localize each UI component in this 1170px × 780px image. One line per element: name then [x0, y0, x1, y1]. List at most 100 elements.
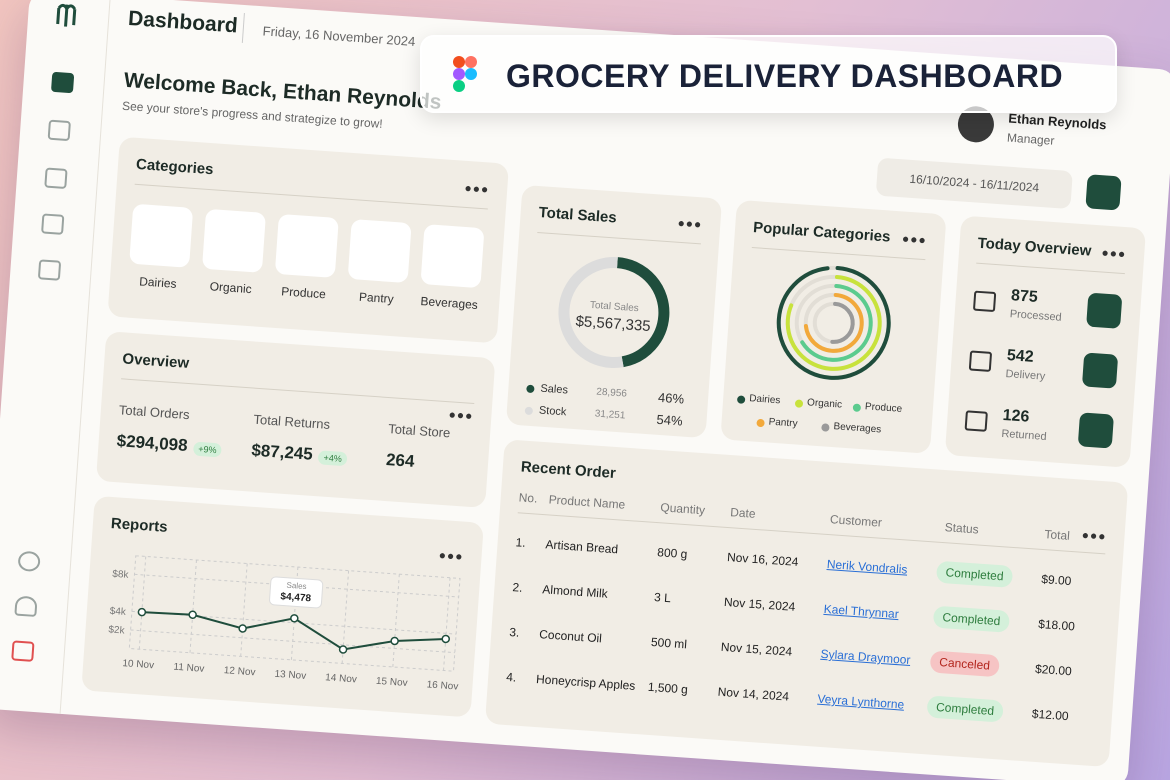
tooltip [269, 576, 324, 609]
today-button[interactable] [1086, 292, 1123, 329]
cell: $20.00 [1034, 661, 1073, 679]
x-tick-label: 11 Nov [173, 662, 205, 675]
today-button[interactable] [1077, 412, 1115, 449]
date-range[interactable]: 16/10/2024 - 16/11/2024 [875, 157, 1073, 210]
rings [776, 265, 891, 380]
profile-role: Manager [1006, 130, 1055, 148]
stat: Total Store 264 [385, 421, 450, 474]
logout-icon[interactable] [11, 640, 35, 662]
orders-card: Recent Order ●●● No. Product Name Quantity… [484, 439, 1129, 768]
category-tile[interactable] [201, 208, 267, 273]
card-title: Overview [121, 350, 190, 372]
category-tile[interactable] [420, 224, 485, 289]
box-icon[interactable] [44, 167, 68, 190]
menu[interactable]: ●●● [464, 180, 490, 197]
x-tick-label: 15 Nov [376, 676, 408, 689]
today-value: 126 [1002, 406, 1030, 426]
cell: Almond Milk [541, 582, 609, 601]
legend-name: Produce [864, 401, 903, 415]
customer-link[interactable]: Sylara Draymoor [820, 646, 911, 668]
column-header: Product Name [548, 492, 626, 512]
customer-link[interactable]: Nerik Vondralis [826, 557, 908, 577]
category-name: Produce [280, 284, 327, 302]
rule [976, 262, 1125, 275]
tooltip-value: $4,478 [280, 591, 312, 604]
stat: Total Orders $294,098 +9% [116, 402, 224, 458]
banner: GROCERY DELIVERY DASHBOARD [420, 35, 1117, 113]
category-tile[interactable] [274, 213, 339, 278]
stat-change: +9% [192, 441, 223, 458]
menu[interactable]: ●●● [1101, 245, 1127, 262]
stat-change: +4% [318, 450, 348, 467]
x-tick-label: 12 Nov [223, 665, 255, 678]
calendar-icon[interactable] [41, 213, 65, 235]
status-pill: Completed [935, 560, 1014, 588]
card-title: Popular Categories [752, 219, 891, 246]
user-icon[interactable] [14, 595, 38, 617]
category-name: Pantry [358, 289, 395, 307]
settings-icon[interactable] [17, 550, 41, 573]
rule [537, 231, 701, 245]
point [188, 610, 197, 619]
menu[interactable]: ●●● [1081, 527, 1107, 544]
rule [121, 378, 475, 404]
today-icon [972, 290, 997, 313]
x-tick-label: 14 Nov [325, 672, 357, 685]
cell: 4. [505, 669, 517, 685]
cell: $12.00 [1031, 706, 1070, 724]
point [441, 634, 450, 644]
figma-logo [453, 56, 477, 92]
cell: Nov 16, 2024 [726, 550, 799, 569]
menu[interactable]: ●●● [677, 215, 703, 232]
point [137, 607, 147, 617]
total-sales-card: Total Sales ●●● Total Sales $5,567,335 S… [505, 184, 723, 439]
stat-value: 264 [385, 450, 416, 471]
menu[interactable]: ●●● [901, 231, 928, 248]
card-title: Total Sales [538, 204, 618, 227]
categories-card: Categories ●●● Dairies Organic Produce Pant… [107, 136, 510, 344]
category-tile[interactable] [347, 219, 412, 284]
card-title: Categories [135, 155, 215, 179]
stat-row: 264 [385, 450, 448, 474]
legend-dot [794, 399, 804, 408]
customer-link[interactable]: Kael Thrynnar [823, 601, 900, 622]
chart-icon[interactable] [47, 119, 71, 142]
legend-dot [852, 403, 862, 412]
ring [785, 274, 882, 371]
home-icon[interactable] [50, 71, 75, 94]
legend-dot [526, 384, 535, 394]
today-value: 875 [1010, 287, 1039, 307]
menu[interactable]: ●●● [438, 547, 465, 564]
today-icon [964, 410, 988, 432]
legend-name: Organic [806, 397, 843, 411]
y-tick-label: $2k [108, 624, 126, 636]
filter-button[interactable] [1085, 174, 1122, 211]
point [290, 614, 299, 623]
card-title: Today Overview [977, 234, 1092, 260]
category-tile[interactable] [129, 203, 194, 268]
cell: 800 g [656, 545, 688, 562]
line-chart: $2k $4k $8k 10 Nov 11 Nov 12 Nov 13 Nov 14 Nov 1… [108, 555, 461, 693]
cell: Artisan Bread [545, 537, 619, 557]
menu[interactable]: ●●● [448, 407, 474, 423]
legend-dot [736, 395, 746, 404]
legend-dot [756, 418, 765, 428]
legend-percent: 54% [656, 411, 684, 429]
category-name: Beverages [420, 294, 479, 312]
today-value: 542 [1006, 347, 1035, 366]
wallet-icon[interactable] [37, 259, 62, 281]
grid-line [392, 574, 400, 667]
customer-link[interactable]: Veyra Lynthorne [816, 691, 905, 712]
grid-line [240, 563, 248, 657]
x-tick-label: 13 Nov [274, 669, 306, 682]
cell: Nov 14, 2024 [717, 684, 790, 704]
logo [56, 3, 77, 27]
popular-card: Popular Categories ●●● Dairies Organic Pro… [720, 199, 947, 454]
status-pill: Canceled [929, 650, 1000, 678]
ring [812, 301, 855, 344]
today-button[interactable] [1081, 352, 1119, 389]
ring-track [776, 265, 891, 380]
ring [803, 292, 864, 353]
